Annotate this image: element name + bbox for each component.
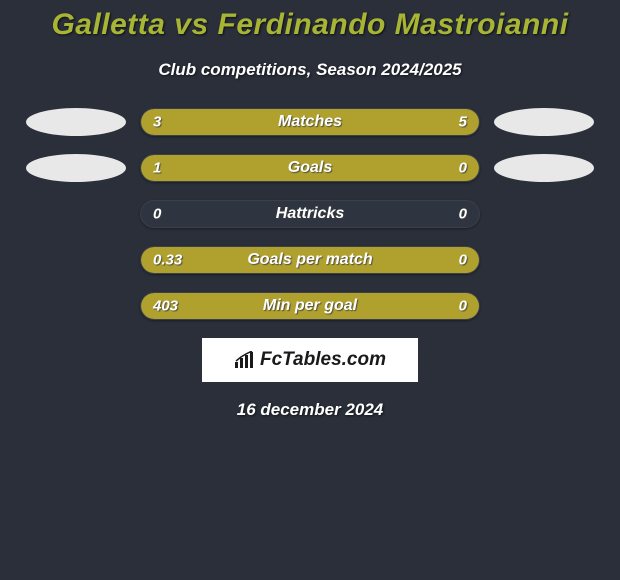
player-left-ellipse [26,108,126,136]
stat-value-left: 0 [153,206,161,223]
stat-value-right: 0 [459,160,467,177]
stat-bar: 1 0 Goals [140,154,480,182]
stat-row: 0.33 0 Goals per match [0,246,620,274]
logo: FcTables.com [234,349,386,371]
chart-icon [234,351,256,369]
date-line: 16 december 2024 [0,400,620,420]
stat-row: 1 0 Goals [0,154,620,182]
stat-rows: 3 5 Matches 1 0 Goals 0 0 Hattricks 0.33 0 Goals pe… [0,108,620,320]
player-right-ellipse [494,154,594,182]
stat-row: 3 5 Matches [0,108,620,136]
player-right-ellipse [494,108,594,136]
stat-value-left: 1 [153,160,161,177]
stat-label: Goals per match [247,251,372,269]
subtitle: Club competitions, Season 2024/2025 [0,60,620,80]
page-title: Galletta vs Ferdinando Mastroianni [0,8,620,42]
stat-bar: 3 5 Matches [140,108,480,136]
stat-label: Goals [288,159,332,177]
player-left-ellipse [26,154,126,182]
stats-comparison-card: Galletta vs Ferdinando Mastroianni Club … [0,0,620,420]
stat-bar: 0.33 0 Goals per match [140,246,480,274]
stat-value-right: 5 [459,114,467,131]
stat-bar-left-fill [141,155,411,181]
logo-text: FcTables.com [260,349,386,371]
stat-bar: 403 0 Min per goal [140,292,480,320]
stat-value-right: 0 [459,298,467,315]
stat-value-left: 0.33 [153,252,182,269]
stat-label: Hattricks [276,205,344,223]
logo-box[interactable]: FcTables.com [202,338,418,382]
stat-bar: 0 0 Hattricks [140,200,480,228]
stat-value-right: 0 [459,252,467,269]
stat-value-left: 3 [153,114,161,131]
stat-value-right: 0 [459,206,467,223]
stat-value-left: 403 [153,298,178,315]
stat-row: 0 0 Hattricks [0,200,620,228]
stat-label: Min per goal [263,297,357,315]
stat-bar-right-fill [411,155,479,181]
stat-row: 403 0 Min per goal [0,292,620,320]
stat-label: Matches [278,113,342,131]
